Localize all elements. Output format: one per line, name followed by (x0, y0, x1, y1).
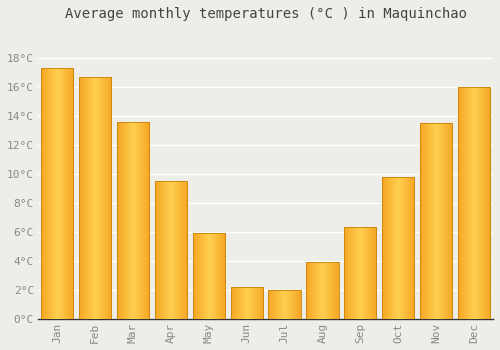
Bar (41, 68, 73, 318)
Bar (192, 233, 225, 318)
Bar (458, 87, 490, 318)
Bar (79, 77, 111, 318)
Bar (382, 177, 414, 318)
Bar (420, 123, 452, 318)
Bar (117, 122, 149, 318)
Bar (154, 181, 187, 318)
Bar (230, 287, 262, 318)
Bar (306, 262, 338, 318)
Title: Average monthly temperatures (°C ) in Maquinchao: Average monthly temperatures (°C ) in Ma… (64, 7, 466, 21)
Bar (344, 228, 376, 318)
Bar (268, 290, 300, 319)
